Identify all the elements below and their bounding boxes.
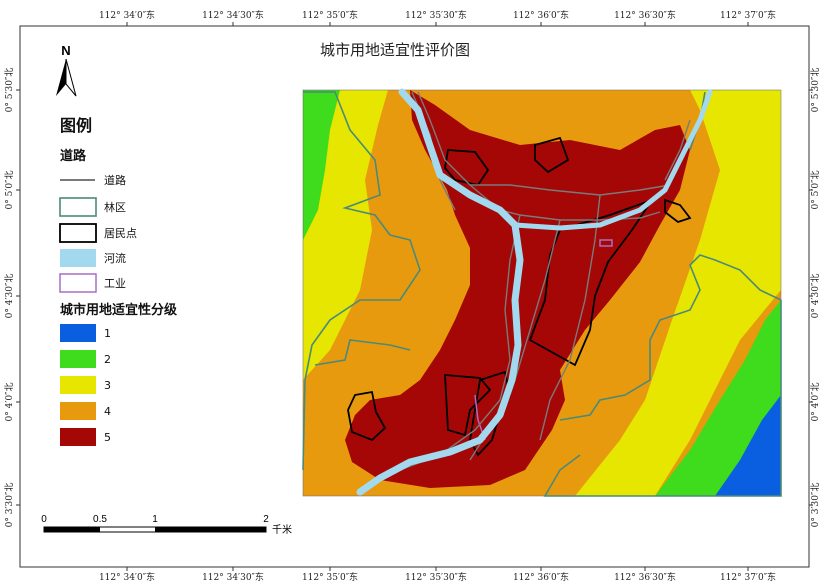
legend-item-road: 道路 xyxy=(60,173,126,187)
industry-swatch xyxy=(59,273,97,293)
road xyxy=(359,214,521,491)
settlement xyxy=(444,374,492,437)
settlement xyxy=(347,390,387,442)
lat-label: 0° 4′0″北 xyxy=(810,383,821,422)
legend-class-2: 2 xyxy=(60,350,111,368)
class-swatch xyxy=(60,324,96,342)
legend-item-river: 河流 xyxy=(60,249,126,267)
data-frame xyxy=(302,89,782,497)
lon-label: 112° 36′0″东 xyxy=(513,571,569,583)
lat-label: 0° 5′0″北 xyxy=(4,171,15,210)
lat-label: 0° 4′0″北 xyxy=(4,383,15,422)
lon-label: 112° 37′0″东 xyxy=(720,571,776,583)
settlement-swatch xyxy=(59,223,97,243)
forest-swatch xyxy=(59,197,97,217)
scale-unit: 千米 xyxy=(272,523,292,536)
river-main xyxy=(356,88,524,496)
lat-labels-left: 0° 5′30″北 0° 5′0″北 0° 4′30″北 0° 4′0″北 0°… xyxy=(4,68,15,528)
lon-label: 112° 34′30″东 xyxy=(202,571,264,583)
lon-label: 112° 36′30″东 xyxy=(614,571,676,583)
legend-road-group-title: 道路 xyxy=(60,148,87,164)
lon-label: 112° 34′0″东 xyxy=(99,9,155,21)
river-branch xyxy=(512,89,713,231)
legend-class-4: 4 xyxy=(60,402,111,420)
road xyxy=(664,119,691,181)
scale-tick-label: 0 xyxy=(41,514,47,525)
legend-class-label: 5 xyxy=(104,431,111,444)
river xyxy=(356,88,713,496)
legend-item-label: 工业 xyxy=(104,277,126,290)
class-swatch xyxy=(60,428,96,446)
lat-label: 0° 5′0″北 xyxy=(810,171,821,210)
map-title: 城市用地适宜性评价图 xyxy=(320,41,470,59)
legend-class-5: 5 xyxy=(60,428,111,446)
industry xyxy=(599,239,613,247)
class-swatch xyxy=(60,350,96,368)
road xyxy=(539,194,601,441)
lon-label: 112° 35′0″东 xyxy=(302,9,358,21)
river-swatch xyxy=(60,249,96,267)
scale-bar: 0 0.5 1 2 千米 xyxy=(41,514,292,536)
lat-label: 0° 3′30″北 xyxy=(4,483,15,528)
scale-tick-label: 0.5 xyxy=(93,514,107,525)
legend: 图例 道路 道路 林区 居民点 河流 工业 城市用地适宜性分级 1 xyxy=(59,116,178,446)
forest-outline-east-lower xyxy=(543,300,782,497)
legend-class-3: 3 xyxy=(60,376,111,394)
class-1-east xyxy=(715,395,781,496)
lat-tick-marks xyxy=(16,89,813,506)
legend-item-industry: 工业 xyxy=(59,273,126,293)
settlement xyxy=(664,198,692,224)
lat-label: 0° 5′30″北 xyxy=(810,68,821,113)
road xyxy=(417,91,671,196)
legend-item-label: 居民点 xyxy=(104,227,137,240)
legend-class-label: 1 xyxy=(104,327,111,340)
lat-labels-right: 0° 5′30″北 0° 5′0″北 0° 4′30″北 0° 4′0″北 0°… xyxy=(810,68,821,528)
lon-label: 112° 35′0″东 xyxy=(302,571,358,583)
legend-item-settlement: 居民点 xyxy=(59,223,137,243)
forest-outline-west-lower xyxy=(314,339,411,366)
lon-label: 112° 36′30″东 xyxy=(614,9,676,21)
lon-label: 112° 34′30″东 xyxy=(202,9,264,21)
lat-label: 0° 5′30″北 xyxy=(4,68,15,113)
scale-tick-label: 2 xyxy=(263,514,269,525)
class-3-east xyxy=(575,90,781,496)
suitability-raster xyxy=(303,90,781,496)
lon-labels-bottom: 112° 34′0″东 112° 34′30″东 112° 35′0″东 112… xyxy=(99,571,776,583)
legend-title: 图例 xyxy=(60,116,92,135)
forest-outline-west xyxy=(302,91,421,471)
legend-item-forest: 林区 xyxy=(59,197,126,217)
forest-outlines xyxy=(302,91,782,497)
lon-label: 112° 36′0″东 xyxy=(513,9,569,21)
class-2-west xyxy=(303,90,340,240)
lon-label: 112° 35′30″东 xyxy=(405,9,467,21)
north-arrow-icon: N xyxy=(56,43,77,97)
legend-class-1: 1 xyxy=(60,324,111,342)
lon-label: 112° 37′0″东 xyxy=(720,9,776,21)
class-swatch xyxy=(60,402,96,420)
scale-tick-label: 1 xyxy=(152,514,158,525)
lon-label: 112° 34′0″东 xyxy=(99,571,155,583)
lon-tick-marks xyxy=(126,22,749,571)
legend-item-label: 林区 xyxy=(104,200,126,214)
legend-suitability-title: 城市用地适宜性分级 xyxy=(60,302,178,318)
class-swatch xyxy=(60,376,96,394)
legend-item-label: 道路 xyxy=(104,173,126,187)
lat-label: 0° 4′30″北 xyxy=(810,274,821,319)
legend-class-label: 2 xyxy=(104,353,111,366)
legend-class-label: 4 xyxy=(104,405,111,418)
lon-label: 112° 35′30″东 xyxy=(405,571,467,583)
svg-text:N: N xyxy=(61,43,70,58)
lat-label: 0° 4′30″北 xyxy=(4,274,15,319)
lon-labels-top: 112° 34′0″东 112° 34′30″东 112° 35′0″东 112… xyxy=(99,9,776,21)
forest-outline-east xyxy=(559,254,782,421)
settlement xyxy=(534,136,570,174)
legend-item-label: 河流 xyxy=(104,251,126,265)
lat-label: 0° 3′30″北 xyxy=(810,483,821,528)
legend-class-label: 3 xyxy=(104,379,111,392)
